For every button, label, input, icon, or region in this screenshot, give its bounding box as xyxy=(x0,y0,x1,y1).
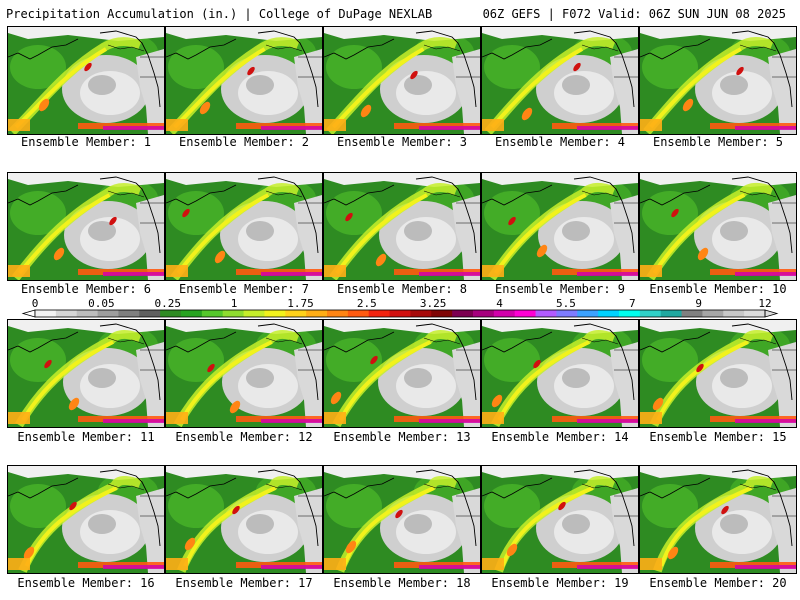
ensemble-member-label: Ensemble Member: 9 xyxy=(494,282,626,296)
ensemble-member-label: Ensemble Member: 6 xyxy=(20,282,152,296)
ensemble-member-map xyxy=(165,26,323,135)
ensemble-member-label: Ensemble Member: 4 xyxy=(494,135,626,149)
ensemble-member-label: Ensemble Member: 17 xyxy=(175,576,313,590)
colorbar-tick-label: 1 xyxy=(230,297,238,310)
colorbar-tick-label: 9 xyxy=(695,297,702,310)
colorbar-tick-label: 0 xyxy=(31,297,39,310)
ensemble-member-map xyxy=(7,465,165,574)
ensemble-member-map xyxy=(481,172,639,281)
ensemble-member-map xyxy=(481,26,639,135)
ensemble-member-map xyxy=(323,465,481,574)
colorbar-tick-label: 0.25 xyxy=(154,297,181,310)
colorbar-tick-label: 1.75 xyxy=(287,297,314,310)
colorbar-tick-label: 5.5 xyxy=(555,297,576,310)
ensemble-member-map xyxy=(7,26,165,135)
ensemble-member-map xyxy=(323,319,481,428)
ensemble-member-label: Ensemble Member: 18 xyxy=(333,576,471,590)
ensemble-member-label: Ensemble Member: 19 xyxy=(491,576,629,590)
ensemble-member-map xyxy=(481,319,639,428)
colorbar-tick-label: 7 xyxy=(628,297,636,310)
ensemble-member-label: Ensemble Member: 10 xyxy=(649,282,787,296)
ensemble-member-map xyxy=(7,319,165,428)
ensemble-member-label: Ensemble Member: 14 xyxy=(491,430,629,444)
ensemble-member-label: Ensemble Member: 13 xyxy=(333,430,471,444)
ensemble-member-map xyxy=(165,319,323,428)
colorbar-tick-label: 12 xyxy=(758,297,772,310)
ensemble-member-map xyxy=(165,172,323,281)
ensemble-member-map xyxy=(323,26,481,135)
ensemble-member-map xyxy=(639,172,797,281)
ensemble-member-label: Ensemble Member: 8 xyxy=(336,282,468,296)
ensemble-member-map xyxy=(323,172,481,281)
ensemble-member-map xyxy=(639,26,797,135)
ensemble-member-label: Ensemble Member: 20 xyxy=(649,576,787,590)
header-title: Precipitation Accumulation (in.) | Colle… xyxy=(6,7,433,21)
ensemble-member-map xyxy=(481,465,639,574)
ensemble-member-label: Ensemble Member: 5 xyxy=(652,135,784,149)
colorbar-tick-label: 2.5 xyxy=(356,297,377,310)
ensemble-member-label: Ensemble Member: 7 xyxy=(178,282,310,296)
colorbar-tick-label: 4 xyxy=(496,297,503,310)
ensemble-member-label: Ensemble Member: 16 xyxy=(17,576,155,590)
ensemble-member-map xyxy=(165,465,323,574)
ensemble-member-label: Ensemble Member: 11 xyxy=(17,430,155,444)
ensemble-member-map xyxy=(7,172,165,281)
ensemble-member-map xyxy=(639,319,797,428)
colorbar-tick-label: 0.05 xyxy=(88,297,115,310)
ensemble-member-label: Ensemble Member: 12 xyxy=(175,430,313,444)
colorbar xyxy=(21,309,779,318)
ensemble-member-map xyxy=(639,465,797,574)
ensemble-member-label: Ensemble Member: 2 xyxy=(178,135,310,149)
ensemble-member-label: Ensemble Member: 1 xyxy=(20,135,152,149)
ensemble-member-label: Ensemble Member: 3 xyxy=(336,135,468,149)
header-run-info: 06Z GEFS | F072 Valid: 06Z SUN JUN 08 20… xyxy=(482,7,786,21)
colorbar-tick-label: 3.25 xyxy=(419,297,447,310)
ensemble-member-label: Ensemble Member: 15 xyxy=(649,430,787,444)
